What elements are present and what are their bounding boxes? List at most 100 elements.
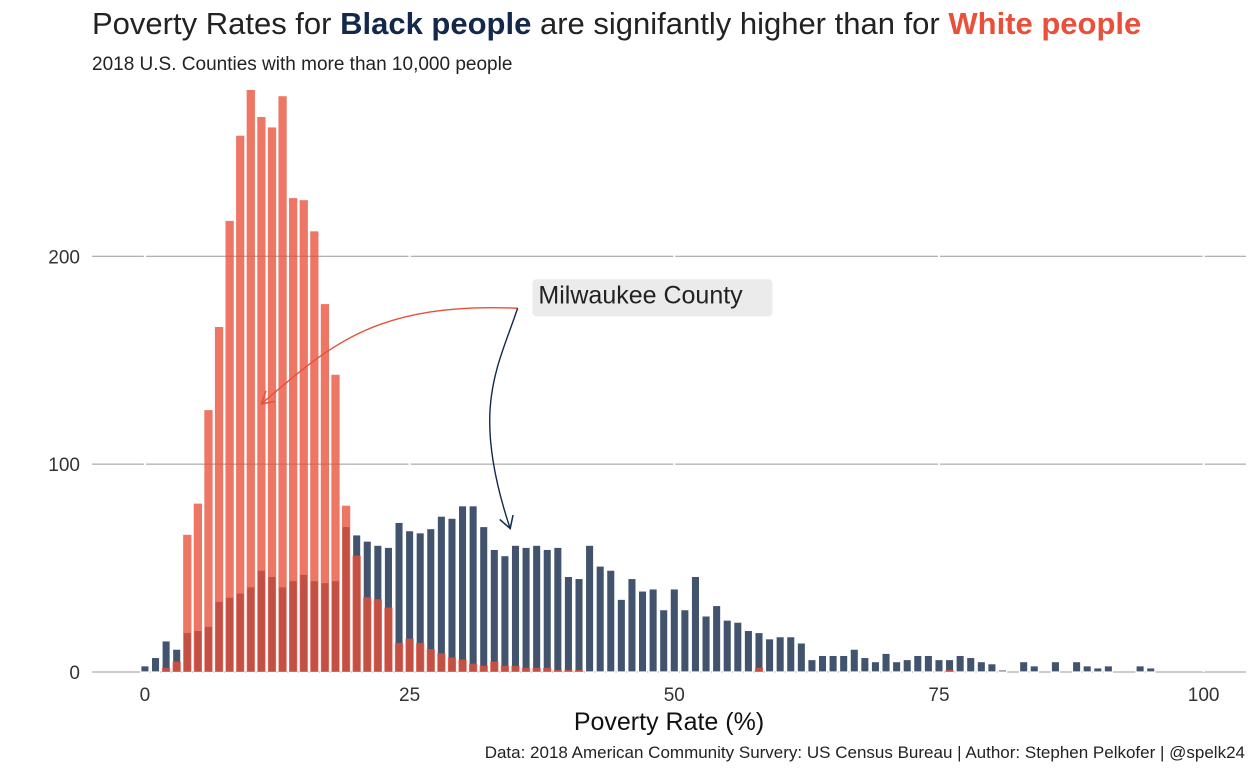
bar-bars-black-45 — [616, 598, 627, 673]
bar-bars-black-95 — [1145, 667, 1156, 673]
bar-bars-black-90 — [1093, 667, 1103, 673]
bar-bars-white-26 — [416, 642, 425, 672]
bar-bars-white-11 — [257, 117, 266, 673]
bar-bars-black-28 — [436, 515, 447, 673]
bar-bars-white-30 — [458, 659, 467, 672]
bar-bars-black-88 — [1071, 661, 1082, 673]
x-axis-label: Poverty Rate (%) — [574, 708, 764, 736]
bar-bars-black-55 — [722, 619, 732, 673]
bar-bars-white-2 — [161, 667, 171, 672]
bar-bars-white-3 — [172, 661, 181, 672]
bar-bars-white-10 — [246, 90, 255, 672]
bar-bars-black-48 — [648, 588, 658, 673]
milwaukee-annotation: Milwaukee County — [260, 279, 773, 530]
bar-bars-white-39 — [553, 669, 562, 672]
bar-bars-black-64 — [817, 654, 828, 673]
title-highlight-black: Black people — [340, 6, 532, 41]
bar-bars-black-63 — [807, 658, 817, 673]
chart-title: Poverty Rates for Black people are signi… — [92, 6, 1141, 42]
bar-bars-black-66 — [838, 654, 849, 673]
bar-bars-black-78 — [966, 656, 976, 673]
bar-bars-white-9 — [236, 135, 245, 672]
bar-bars-white-19 — [341, 505, 351, 672]
bar-bars-black-77 — [955, 654, 965, 673]
bar-bars-white-8 — [225, 220, 234, 672]
title-part-1: Poverty Rates for — [92, 6, 341, 41]
bar-bars-black-33 — [489, 548, 500, 673]
bar-bars-white-28 — [437, 653, 446, 672]
bar-bars-black-59 — [764, 638, 775, 673]
bar-bars-white-4 — [183, 534, 192, 672]
bar-bars-white-76 — [945, 669, 954, 672]
arrow-to-white-series — [260, 306, 518, 405]
bar-bars-black-61 — [786, 636, 796, 673]
bar-bars-black-50 — [669, 588, 680, 673]
x-tick-label-50: 50 — [664, 685, 685, 706]
bar-bars-black-51 — [680, 609, 690, 673]
bar-bars-white-31 — [469, 663, 478, 672]
bar-bars-black-29 — [447, 517, 457, 673]
bar-bars-black-84 — [1029, 665, 1039, 673]
bar-bars-black-58 — [754, 631, 764, 673]
bar-bars-black-57 — [743, 629, 754, 673]
x-axis-ticks: 0 25 50 75 100 — [140, 685, 1220, 706]
bar-bars-black-42 — [584, 544, 595, 673]
x-tick-label-100: 100 — [1188, 685, 1220, 706]
bar-bars-black-70 — [881, 652, 891, 673]
bar-bars-black-73 — [913, 654, 923, 673]
bar-bars-black-94 — [1135, 665, 1145, 673]
bar-bars-white-35 — [511, 665, 520, 672]
x-tick-label-75: 75 — [928, 685, 949, 706]
bar-bars-black-31 — [468, 505, 478, 673]
bar-bars-black-43 — [595, 565, 605, 673]
bar-bars-white-13 — [278, 96, 287, 672]
bar-bars-black-72 — [902, 658, 912, 673]
bar-bars-white-40 — [564, 669, 573, 672]
bar-bars-black-91 — [1103, 665, 1114, 673]
bar-bars-white-27 — [426, 649, 435, 672]
x-tick-label-25: 25 — [399, 685, 420, 706]
bar-bars-white-21 — [363, 597, 372, 672]
bar-bars-black-47 — [637, 590, 648, 673]
annotation-label-background — [532, 279, 773, 317]
chart-subtitle: 2018 U.S. Counties with more than 10,000… — [92, 54, 513, 75]
bar-bars-black-86 — [1050, 661, 1061, 673]
bar-bars-black-80 — [987, 663, 997, 673]
y-tick-label-100: 100 — [48, 455, 80, 476]
bar-bars-black-60 — [775, 636, 785, 673]
bar-bars-black-44 — [606, 569, 616, 673]
bar-bars-black-81 — [997, 669, 1008, 673]
bar-bars-white-14 — [289, 198, 298, 673]
bar-bars-black-0 — [140, 665, 150, 673]
bar-bars-white-7 — [214, 326, 224, 672]
bar-bars-white-58 — [754, 667, 764, 672]
bar-bars-black-38 — [542, 548, 552, 673]
bar-bars-white-18 — [331, 374, 340, 672]
bar-bars-white-38 — [543, 667, 552, 672]
bar-bars-black-52 — [690, 575, 701, 673]
bar-bars-white-23 — [384, 607, 393, 672]
bar-bars-black-36 — [521, 546, 531, 673]
bar-bars-white-24 — [394, 642, 404, 672]
bar-bars-black-65 — [828, 654, 838, 673]
bar-bars-white-15 — [299, 200, 308, 672]
bar-bars-black-79 — [976, 661, 987, 673]
y-tick-label-0: 0 — [69, 663, 80, 684]
bar-bars-white-41 — [574, 669, 584, 672]
bar-bars-black-67 — [849, 648, 860, 673]
bar-bars-black-41 — [574, 577, 584, 673]
bar-bars-white-37 — [532, 667, 541, 672]
bar-bars-black-69 — [870, 661, 881, 673]
bar-bars-white-17 — [320, 304, 330, 672]
bar-bars-white-25 — [405, 638, 414, 672]
bar-bars-black-30 — [457, 505, 468, 673]
bar-bars-black-37 — [531, 544, 542, 673]
bar-bars-black-2 — [161, 640, 171, 673]
bar-bars-white-20 — [352, 555, 361, 672]
bar-bars-white-32 — [479, 665, 488, 672]
bar-bars-black-56 — [733, 621, 743, 673]
bar-bars-white-34 — [500, 665, 510, 672]
chart-caption: Data: 2018 American Community Survery: U… — [484, 743, 1245, 762]
bar-bars-black-39 — [553, 546, 563, 673]
